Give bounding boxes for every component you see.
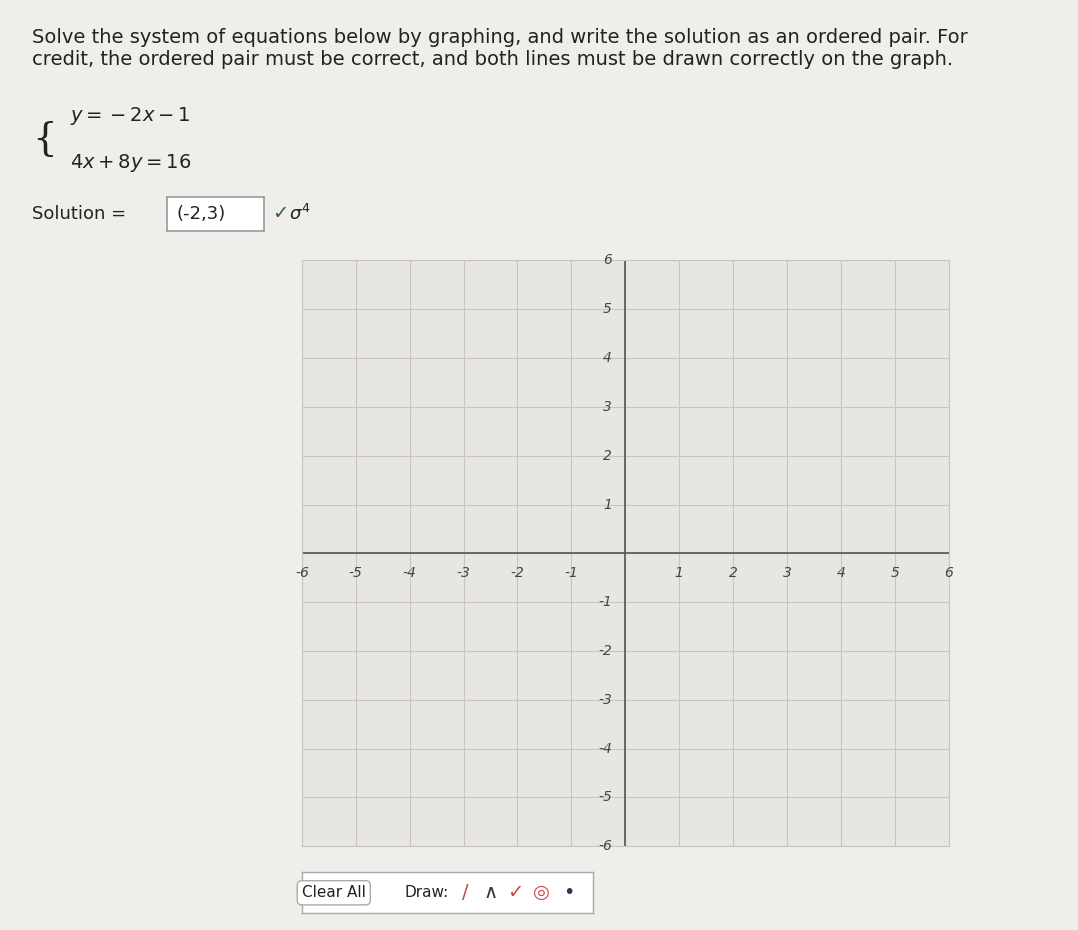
Text: -6: -6	[598, 839, 612, 854]
Text: 2: 2	[603, 448, 612, 463]
Text: -6: -6	[295, 565, 308, 579]
Text: ✓: ✓	[272, 205, 288, 223]
Text: -4: -4	[598, 741, 612, 756]
Text: 5: 5	[890, 565, 899, 579]
Text: 3: 3	[783, 565, 791, 579]
Text: 6: 6	[944, 565, 953, 579]
Text: -2: -2	[511, 565, 524, 579]
Text: $4x + 8y = 16$: $4x + 8y = 16$	[70, 152, 192, 174]
Text: 1: 1	[675, 565, 683, 579]
Text: -4: -4	[403, 565, 416, 579]
Text: -1: -1	[598, 595, 612, 609]
Text: Draw:: Draw:	[404, 885, 448, 900]
Text: (-2,3): (-2,3)	[177, 205, 225, 223]
Text: $y = -2x - 1$: $y = -2x - 1$	[70, 105, 191, 127]
Text: -3: -3	[457, 565, 470, 579]
Text: -3: -3	[598, 693, 612, 707]
Text: 5: 5	[603, 302, 612, 316]
Text: 1: 1	[603, 498, 612, 512]
Text: 4: 4	[603, 351, 612, 365]
Text: -5: -5	[349, 565, 362, 579]
Text: ∧: ∧	[483, 884, 498, 902]
Text: {: {	[32, 121, 57, 158]
Text: ✓: ✓	[507, 884, 524, 902]
Text: •: •	[564, 884, 575, 902]
Text: -2: -2	[598, 644, 612, 658]
Text: 6: 6	[603, 253, 612, 268]
Text: 4: 4	[837, 565, 845, 579]
Text: -5: -5	[598, 790, 612, 804]
Text: 3: 3	[603, 400, 612, 414]
Text: Solve the system of equations below by graphing, and write the solution as an or: Solve the system of equations below by g…	[32, 28, 968, 69]
Text: $\sigma^4$: $\sigma^4$	[289, 204, 310, 224]
Text: 2: 2	[729, 565, 737, 579]
Text: ◎: ◎	[533, 884, 550, 902]
Text: /: /	[462, 884, 469, 902]
Text: Solution =: Solution =	[32, 205, 126, 223]
Text: Clear All: Clear All	[302, 885, 365, 900]
Text: -1: -1	[565, 565, 578, 579]
